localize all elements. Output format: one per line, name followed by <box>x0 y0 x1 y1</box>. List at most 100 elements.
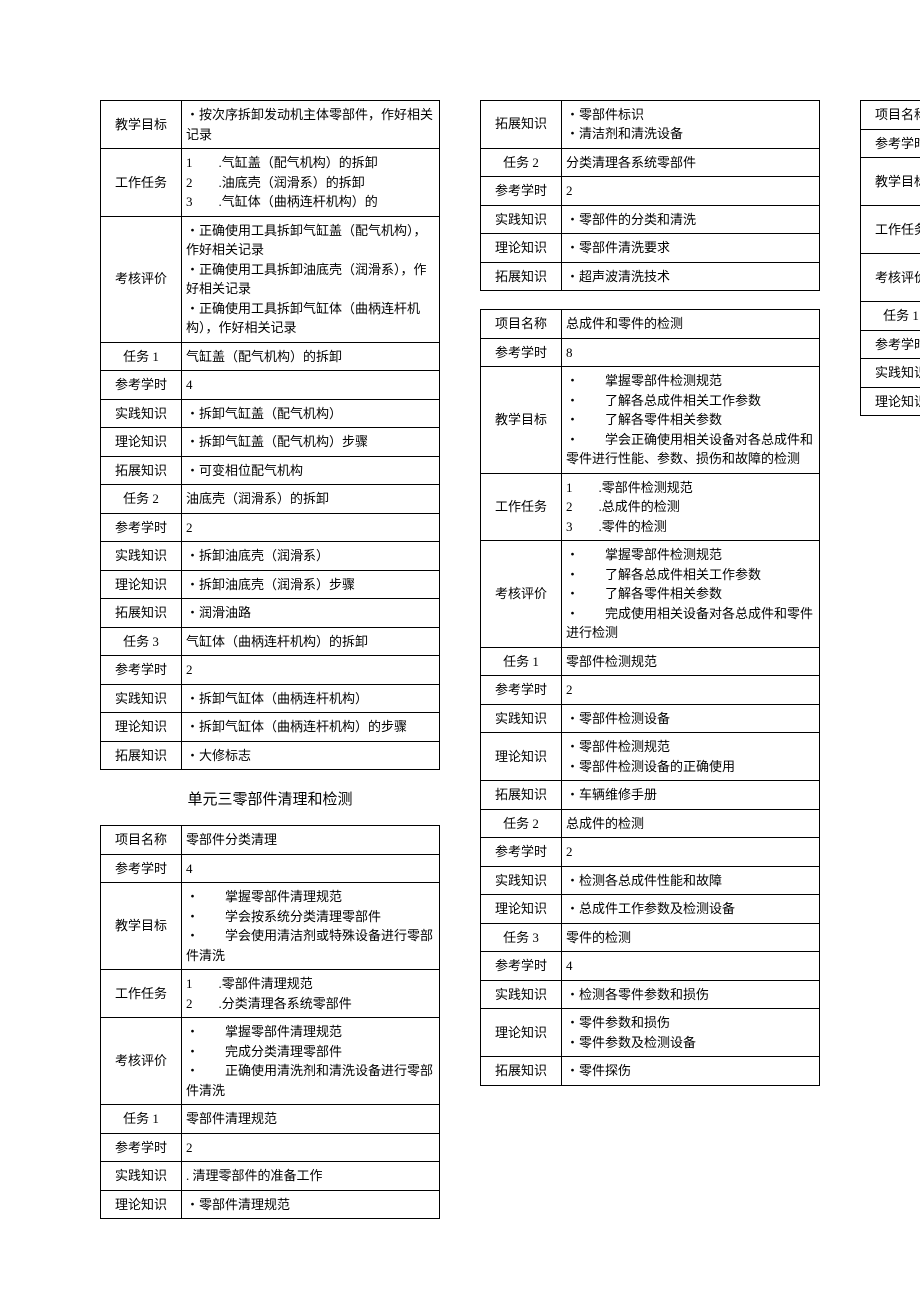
table-row: 实践知识・拆卸油底壳（润滑系） <box>101 542 440 571</box>
table-row: 理论知识・零部件检测规范・零部件检测设备的正确使用 <box>481 733 820 781</box>
table-row: 实践知识・拆卸气缸体（曲柄连杆机构） <box>101 684 440 713</box>
row-label: 实践知识 <box>101 684 182 713</box>
table-row: 任务 1零部件检测规范 <box>481 647 820 676</box>
table-row: 工作任务1 . 总成件修复和更换2 .零件修复和更换 <box>861 206 920 254</box>
table-row: 拓展知识・零部件标识・清洁剂和清洗设备 <box>481 100 820 148</box>
row-label: 工作任务 <box>101 149 182 217</box>
row-value: ・总成件工作参数及检测设备 <box>562 895 820 924</box>
table-row: 考核评价・了解总成件和零件修复要求・完成总成件和零件修复和更换 <box>861 254 920 302</box>
row-label: 任务 2 <box>481 809 562 838</box>
table-row: 理论知识・总成件工作参数及检测设备 <box>481 895 820 924</box>
row-label: 拓展知识 <box>481 1057 562 1086</box>
row-label: 考核评价 <box>101 1018 182 1105</box>
table-parts-repair: 项目名称总成件和零件修复及更换 参考学时6 教学目标・了解总成件和零件修复要求・… <box>860 100 920 416</box>
row-value: 气缸体（曲柄连杆机构）的拆卸 <box>182 627 440 656</box>
row-value: ・零部件检测设备 <box>562 704 820 733</box>
row-value: 油底壳（润滑系）的拆卸 <box>182 485 440 514</box>
row-label: 拓展知识 <box>481 262 562 291</box>
table-row: 拓展知识・超声波清洗技术 <box>481 262 820 291</box>
table-row: 拓展知识・可变相位配气机构 <box>101 456 440 485</box>
row-label: 任务 2 <box>481 148 562 177</box>
table-row: 理论知识・总成件修复的性能要求和参数 <box>861 387 920 416</box>
row-label: 实践知识 <box>861 359 920 388</box>
table-row: 项目名称零部件分类清理 <box>101 826 440 855</box>
row-value: 2 <box>562 838 820 867</box>
row-value: 4 <box>562 952 820 981</box>
row-label: 教学目标 <box>101 101 182 149</box>
row-value: ・可变相位配气机构 <box>182 456 440 485</box>
row-label: 参考学时 <box>101 1133 182 1162</box>
row-value: 总成件的检测 <box>562 809 820 838</box>
table-row: 拓展知识・润滑油路 <box>101 599 440 628</box>
row-label: 拓展知识 <box>481 781 562 810</box>
row-value: ・拆卸气缸盖（配气机构） <box>182 399 440 428</box>
row-label: 实践知识 <box>481 704 562 733</box>
row-value: 8 <box>562 338 820 367</box>
row-value: 2 <box>182 1133 440 1162</box>
row-label: 拓展知识 <box>101 599 182 628</box>
row-label: 理论知识 <box>481 1009 562 1057</box>
row-label: 理论知识 <box>481 895 562 924</box>
row-value: 1 .零部件检测规范2 .总成件的检测3 .零件的检测 <box>562 473 820 541</box>
row-label: 参考学时 <box>481 838 562 867</box>
row-value: ・ 掌握零部件检测规范・ 了解各总成件相关工作参数・ 了解各零件相关参数・ 完成… <box>562 541 820 648</box>
table-row: 任务 1气缸盖（配气机构）的拆卸 <box>101 342 440 371</box>
table-row: 参考学时8 <box>481 338 820 367</box>
row-value: 2 <box>182 513 440 542</box>
row-label: 拓展知识 <box>101 741 182 770</box>
table-row: 实践知识・检测各总成件性能和故障 <box>481 866 820 895</box>
row-value: ・ 掌握零部件清理规范・ 学会按系统分类清理零部件・ 学会使用清洁剂或特殊设备进… <box>182 883 440 970</box>
row-value: 零部件检测规范 <box>562 647 820 676</box>
row-value: . 清理零部件的准备工作 <box>182 1162 440 1191</box>
row-label: 参考学时 <box>101 656 182 685</box>
row-label: 教学目标 <box>101 883 182 970</box>
table-row: 任务 2油底壳（润滑系）的拆卸 <box>101 485 440 514</box>
row-value: ・ 掌握零部件清理规范・ 完成分类清理零部件・ 正确使用清洗剂和清洗设备进行零部… <box>182 1018 440 1105</box>
table-row: 任务 3气缸体（曲柄连杆机构）的拆卸 <box>101 627 440 656</box>
row-label: 项目名称 <box>101 826 182 855</box>
row-value: 4 <box>182 371 440 400</box>
row-label: 理论知识 <box>101 428 182 457</box>
row-label: 实践知识 <box>101 1162 182 1191</box>
row-label: 实践知识 <box>101 542 182 571</box>
table-parts-inspection: 项目名称总成件和零件的检测 参考学时8 教学目标・ 掌握零部件检测规范・ 了解各… <box>480 309 820 1086</box>
row-value: 总成件和零件的检测 <box>562 310 820 339</box>
table-row: 任务 2分类清理各系统零部件 <box>481 148 820 177</box>
table-row: 教学目标・ 掌握零部件清理规范・ 学会按系统分类清理零部件・ 学会使用清洁剂或特… <box>101 883 440 970</box>
table-row: 实践知识・拆卸气缸盖（配气机构） <box>101 399 440 428</box>
row-label: 教学目标 <box>481 367 562 474</box>
table-row: 考核评价・正确使用工具拆卸气缸盖（配气机构），作好相关记录・正确使用工具拆卸油底… <box>101 216 440 342</box>
row-value: ・超声波清洗技术 <box>562 262 820 291</box>
row-label: 理论知识 <box>101 570 182 599</box>
row-value: ・正确使用工具拆卸气缸盖（配气机构），作好相关记录・正确使用工具拆卸油底壳（润滑… <box>182 216 440 342</box>
row-label: 任务 1 <box>861 302 920 331</box>
row-label: 任务 2 <box>101 485 182 514</box>
table-row: 参考学时2 <box>861 330 920 359</box>
row-value: 2 <box>562 177 820 206</box>
table-row: 参考学时2 <box>101 1133 440 1162</box>
row-label: 项目名称 <box>861 101 920 130</box>
row-value: 4 <box>182 854 440 883</box>
row-value: ・拆卸气缸体（曲柄连杆机构） <box>182 684 440 713</box>
table-row: 考核评价・ 掌握零部件检测规范・ 了解各总成件相关工作参数・ 了解各零件相关参数… <box>481 541 820 648</box>
row-label: 参考学时 <box>481 177 562 206</box>
row-label: 参考学时 <box>481 952 562 981</box>
table-row: 拓展知识・车辆维修手册 <box>481 781 820 810</box>
table-row: 参考学时6 <box>861 129 920 158</box>
row-label: 理论知识 <box>101 713 182 742</box>
row-value: ・ 掌握零部件检测规范・ 了解各总成件相关工作参数・ 了解各零件相关参数・ 学会… <box>562 367 820 474</box>
row-value: ・检测各零件参数和损伤 <box>562 980 820 1009</box>
row-value: 2 <box>182 656 440 685</box>
row-value: 零部件清理规范 <box>182 1105 440 1134</box>
page: 教学目标・按次序拆卸发动机主体零部件，作好相关记录 工作任务1 .气缸盖（配气机… <box>0 0 920 1301</box>
table-row: 任务 2总成件的检测 <box>481 809 820 838</box>
table-row: 实践知识・检测各零件参数和损伤 <box>481 980 820 1009</box>
table-row: 参考学时2 <box>101 513 440 542</box>
table-row: 参考学时2 <box>481 838 820 867</box>
row-value: ・拆卸油底壳（润滑系） <box>182 542 440 571</box>
table-row: 参考学时2 <box>481 177 820 206</box>
table-row: 实践知识・零部件的分类和清洗 <box>481 205 820 234</box>
table-row: 理论知识・零部件清理规范 <box>101 1190 440 1219</box>
table-row: 实践知识・总成件修复 <box>861 359 920 388</box>
table-row: 项目名称总成件和零件的检测 <box>481 310 820 339</box>
